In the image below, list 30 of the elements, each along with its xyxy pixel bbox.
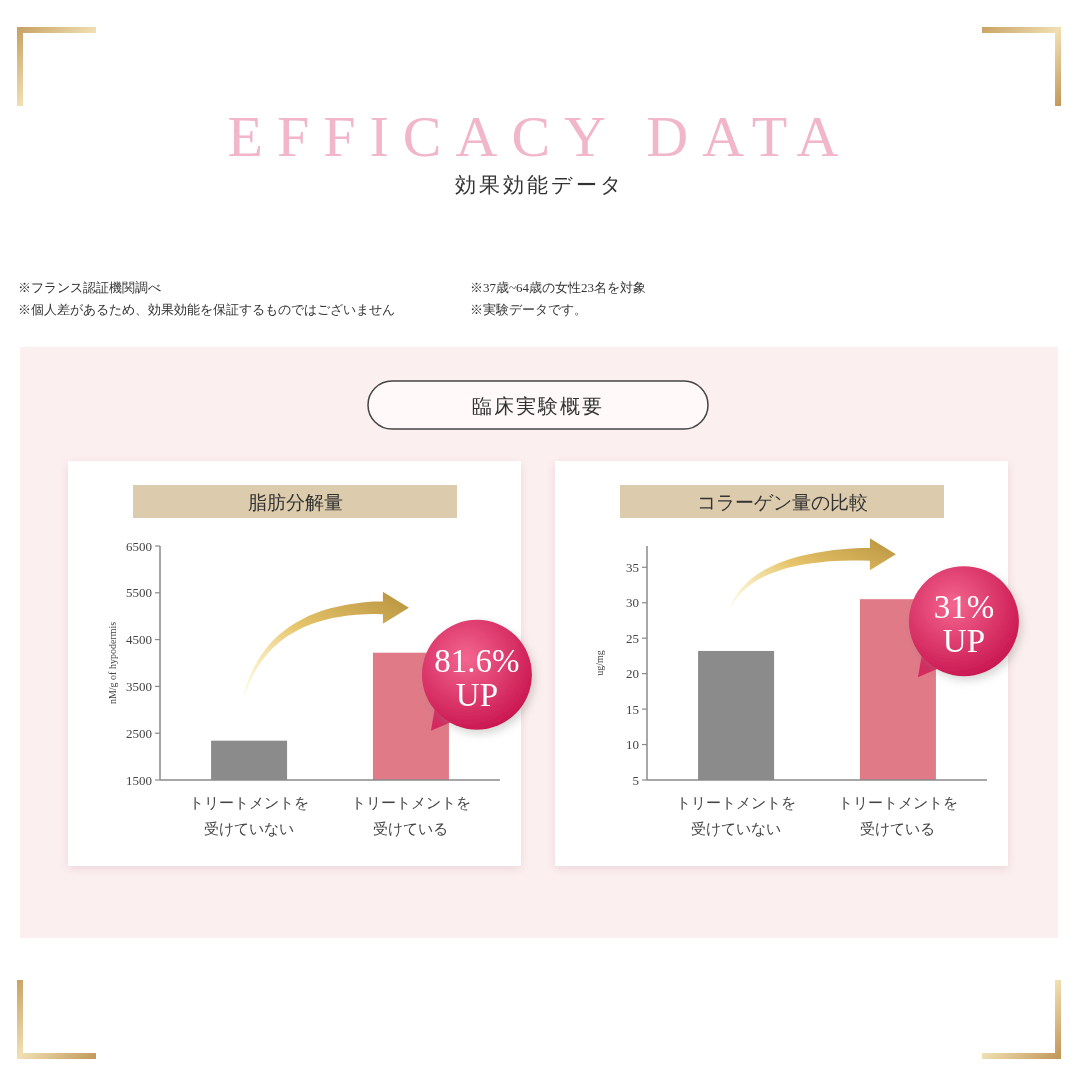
text: ※37歳~64歳の女性23名を対象 — [470, 280, 647, 295]
y-axis-title: nM/g of hypodermis — [106, 621, 118, 705]
y-tick-label: 4500 — [126, 632, 152, 648]
y-tick-label: 35 — [626, 559, 639, 575]
annotation: 31% UP — [933, 589, 995, 660]
chart-title: コラーゲン量の比較 — [696, 492, 868, 513]
annotation: 81.6% UP — [434, 642, 520, 713]
y-tick-label: 1500 — [126, 772, 152, 788]
text: 臨床実験概要 — [472, 395, 604, 417]
x-tick-label: トリートメントを受けている — [350, 794, 471, 838]
x-tick-label: トリートメントを受けている — [837, 794, 958, 838]
y-tick-label: 20 — [626, 666, 639, 682]
y-axis-title: ug/mg — [593, 650, 605, 676]
y-tick-label: 2500 — [126, 725, 152, 741]
text: EFFICACY DATA — [227, 104, 853, 169]
text: ※フランス認証機関調べ — [18, 280, 161, 295]
y-tick-label: 15 — [626, 701, 639, 717]
text: ※実験データです。 — [470, 302, 587, 317]
x-tick-label: トリートメントを受けていない — [676, 794, 797, 838]
text: ※個人差があるため、効果効能を保証するものではございません — [18, 302, 395, 317]
y-tick-label: 25 — [626, 630, 639, 646]
y-tick-label: 5 — [632, 772, 639, 788]
y-tick-label: 3500 — [126, 678, 152, 694]
y-tick-label: 10 — [626, 737, 639, 753]
y-tick-label: 6500 — [126, 538, 152, 554]
y-tick-label: 30 — [626, 595, 639, 611]
y-tick-label: 5500 — [126, 585, 152, 601]
x-tick-label: トリートメントを受けていない — [189, 794, 310, 838]
chart-title: 脂肪分解量 — [247, 492, 343, 513]
text: 効果効能データ — [455, 173, 625, 197]
